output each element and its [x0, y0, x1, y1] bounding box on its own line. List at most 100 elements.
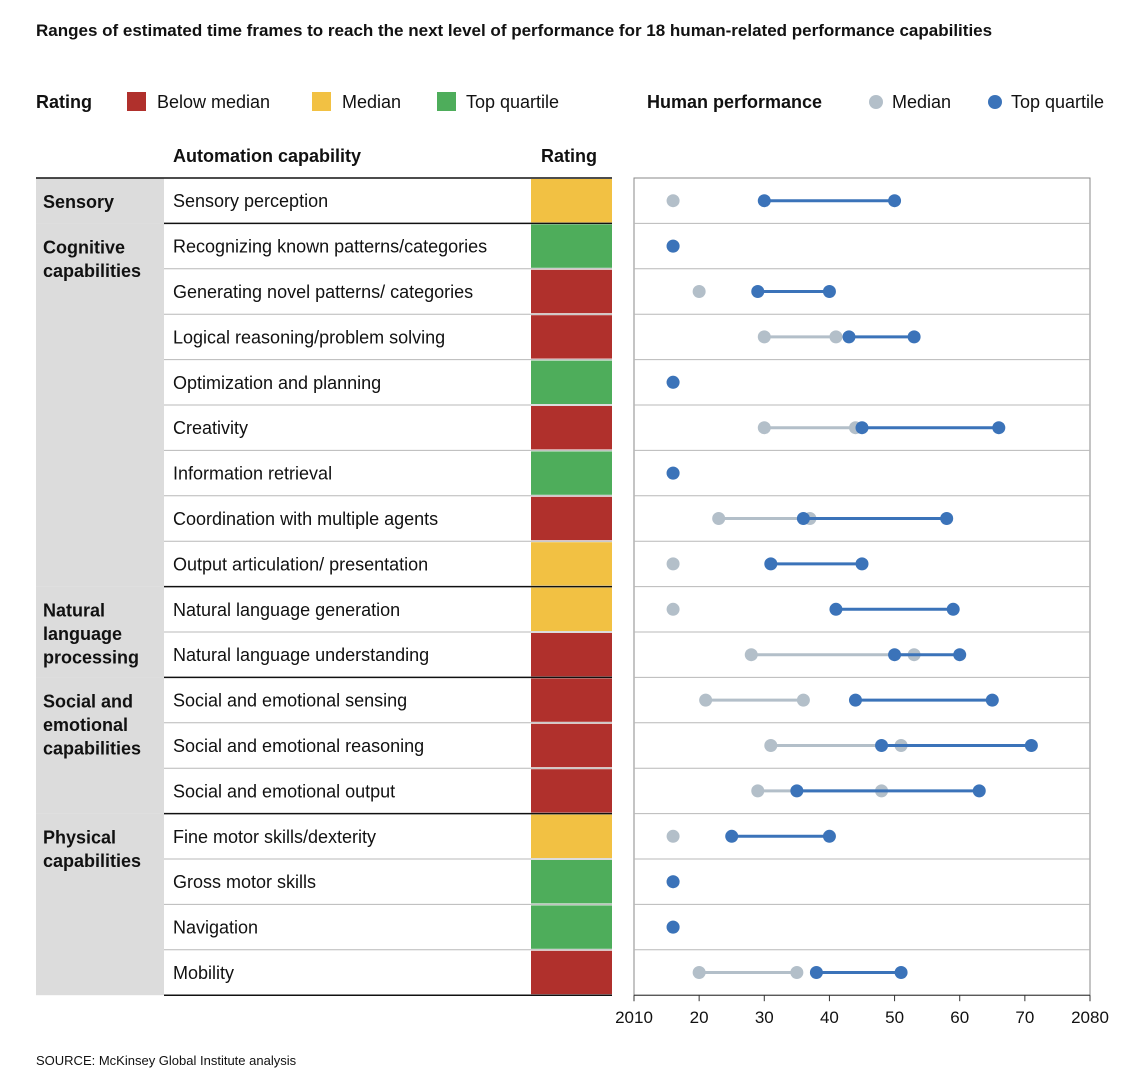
- capability-label: Generating novel patterns/ categories: [173, 282, 473, 302]
- x-tick-label: 20: [690, 1008, 709, 1027]
- group-label-sensory: Sensory: [43, 192, 114, 212]
- capability-label: Natural language understanding: [173, 645, 429, 665]
- rating-cell: [531, 406, 612, 450]
- x-tick-label: 40: [820, 1008, 839, 1027]
- legend-median-swatch: [312, 92, 331, 111]
- x-tick-label: 60: [950, 1008, 969, 1027]
- legend-human-performance-label: Human performance: [647, 92, 823, 112]
- capability-label: Gross motor skills: [173, 872, 316, 892]
- capability-label: Social and emotional reasoning: [173, 736, 424, 756]
- top-quartile-point: [809, 966, 823, 979]
- median-point: [829, 330, 843, 344]
- median-point: [757, 421, 771, 435]
- top-quartile-point: [666, 875, 680, 889]
- median-point: [764, 739, 778, 752]
- rating-cell: [531, 179, 612, 223]
- rating-cell: [531, 723, 612, 768]
- capability-label: Fine motor skills/dexterity: [173, 827, 376, 847]
- median-point: [692, 966, 706, 979]
- top-quartile-point: [666, 239, 680, 253]
- median-point: [666, 557, 680, 571]
- top-quartile-point: [972, 784, 986, 798]
- rating-cell: [531, 360, 612, 404]
- x-tick-label: 70: [1015, 1008, 1034, 1027]
- group-band-natural-language-processing: [36, 586, 164, 678]
- x-tick-label: 2080: [1071, 1008, 1109, 1027]
- median-point: [666, 829, 680, 843]
- group-band-physical-capabilities: [36, 813, 164, 996]
- top-quartile-point: [894, 966, 908, 979]
- capability-label: Sensory perception: [173, 191, 328, 211]
- median-point: [751, 784, 765, 798]
- top-quartile-point: [888, 648, 902, 662]
- rating-cell: [531, 587, 612, 631]
- median-point: [666, 602, 680, 616]
- top-quartile-point: [888, 194, 902, 208]
- legend-human-top-quartile-label: Top quartile: [1011, 92, 1105, 112]
- top-quartile-point: [940, 512, 954, 525]
- median-point: [666, 194, 680, 208]
- rating-cell: [531, 905, 612, 949]
- capability-label: Logical reasoning/problem solving: [173, 327, 445, 347]
- rating-cell: [531, 678, 612, 722]
- legend-human-median-dot: [869, 95, 883, 109]
- top-quartile-point: [842, 330, 856, 344]
- capability-label: Mobility: [173, 963, 234, 983]
- median-point: [796, 693, 810, 707]
- legend-below-median-label: Below median: [157, 92, 271, 112]
- group-label-social-and-emotional-capabilities: Social and emotional capabilities: [43, 691, 141, 758]
- median-point: [712, 512, 726, 525]
- rating-cell: [531, 542, 612, 586]
- group-band-sensory: [36, 178, 164, 224]
- top-quartile-point: [666, 920, 680, 934]
- group-band-cognitive-capabilities: [36, 223, 164, 587]
- top-quartile-point: [822, 285, 836, 298]
- rating-cell: [531, 224, 612, 268]
- group-label-cognitive-capabilities: Cognitive capabilities: [43, 237, 141, 281]
- top-quartile-point: [875, 739, 889, 752]
- x-tick-label: 2010: [615, 1008, 653, 1027]
- legend-human-median-label: Median: [892, 92, 952, 112]
- capability-label: Information retrieval: [173, 464, 332, 484]
- median-point: [757, 330, 771, 344]
- rating-cell: [531, 269, 612, 314]
- rating-cell: [531, 315, 612, 359]
- median-point: [699, 693, 713, 707]
- capability-label: Optimization and planning: [173, 373, 381, 393]
- rating-cell: [531, 769, 612, 813]
- top-quartile-point: [848, 693, 862, 707]
- capability-label: Creativity: [173, 418, 248, 438]
- top-quartile-point: [946, 602, 960, 616]
- top-quartile-point: [985, 693, 999, 707]
- capability-label: Coordination with multiple agents: [173, 509, 438, 529]
- legend-median-label: Median: [342, 92, 402, 112]
- capability-label: Natural language generation: [173, 600, 400, 620]
- rating-cell: [531, 860, 612, 904]
- median-point: [790, 966, 804, 979]
- legend: Rating Below median Median Top quartile …: [0, 90, 1140, 114]
- top-quartile-point: [822, 829, 836, 843]
- top-quartile-point: [855, 557, 869, 571]
- capability-label: Social and emotional output: [173, 781, 395, 801]
- source-note: SOURCE: McKinsey Global Institute analys…: [36, 1053, 297, 1068]
- top-quartile-point: [790, 784, 804, 798]
- column-header-rating: Rating: [541, 146, 597, 166]
- rating-cell: [531, 496, 612, 541]
- top-quartile-point: [829, 602, 843, 616]
- group-label-natural-language-processing: Natural language processing: [43, 601, 139, 668]
- legend-human-top-quartile-dot: [988, 95, 1002, 109]
- x-tick-label: 30: [755, 1008, 774, 1027]
- top-quartile-point: [725, 829, 739, 843]
- top-quartile-point: [757, 194, 771, 208]
- median-point: [692, 285, 706, 298]
- top-quartile-point: [796, 512, 810, 525]
- top-quartile-point: [764, 557, 778, 571]
- top-quartile-point: [907, 330, 921, 344]
- top-quartile-point: [953, 648, 967, 662]
- group-band-social-and-emotional-capabilities: [36, 677, 164, 814]
- rating-cell: [531, 950, 612, 995]
- top-quartile-point: [992, 421, 1006, 435]
- x-tick-label: 50: [885, 1008, 904, 1027]
- column-header-capability: Automation capability: [173, 146, 362, 166]
- top-quartile-point: [751, 285, 765, 298]
